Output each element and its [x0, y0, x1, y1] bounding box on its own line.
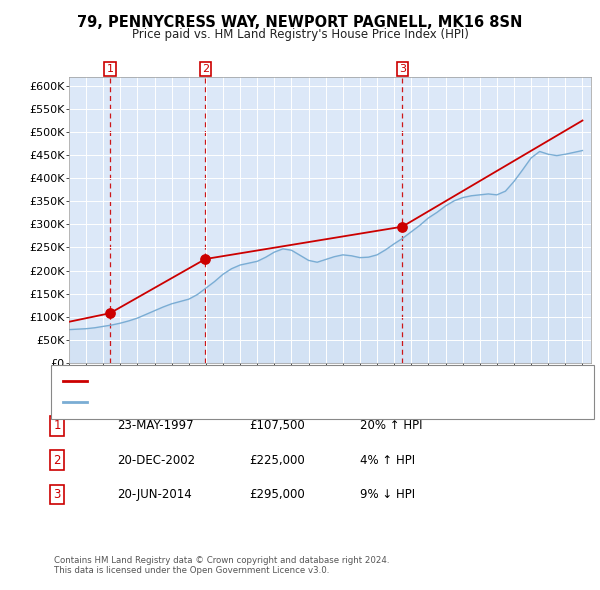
Point: [397, 222, 407, 231]
Text: 79, PENNYCRESS WAY, NEWPORT PAGNELL, MK16 8SN (detached house): 79, PENNYCRESS WAY, NEWPORT PAGNELL, MK1…: [93, 376, 489, 386]
Text: £225,000: £225,000: [249, 454, 305, 467]
Text: 2: 2: [202, 64, 209, 74]
Point: [105, 309, 115, 318]
Text: £107,500: £107,500: [249, 419, 305, 432]
Text: 3: 3: [399, 64, 406, 74]
Text: £295,000: £295,000: [249, 488, 305, 501]
Text: 79, PENNYCRESS WAY, NEWPORT PAGNELL, MK16 8SN: 79, PENNYCRESS WAY, NEWPORT PAGNELL, MK1…: [77, 15, 523, 30]
Text: 1: 1: [106, 64, 113, 74]
Text: 4% ↑ HPI: 4% ↑ HPI: [360, 454, 415, 467]
Text: 20% ↑ HPI: 20% ↑ HPI: [360, 419, 422, 432]
Text: 1: 1: [53, 419, 61, 432]
Text: 9% ↓ HPI: 9% ↓ HPI: [360, 488, 415, 501]
Text: 2: 2: [53, 454, 61, 467]
Text: 20-JUN-2014: 20-JUN-2014: [117, 488, 192, 501]
Point: [200, 254, 210, 264]
Text: Price paid vs. HM Land Registry's House Price Index (HPI): Price paid vs. HM Land Registry's House …: [131, 28, 469, 41]
Text: 23-MAY-1997: 23-MAY-1997: [117, 419, 194, 432]
Text: Contains HM Land Registry data © Crown copyright and database right 2024.
This d: Contains HM Land Registry data © Crown c…: [54, 556, 389, 575]
Text: HPI: Average price, detached house, Milton Keynes: HPI: Average price, detached house, Milt…: [93, 398, 371, 408]
Text: 3: 3: [53, 488, 61, 501]
Text: 20-DEC-2002: 20-DEC-2002: [117, 454, 195, 467]
